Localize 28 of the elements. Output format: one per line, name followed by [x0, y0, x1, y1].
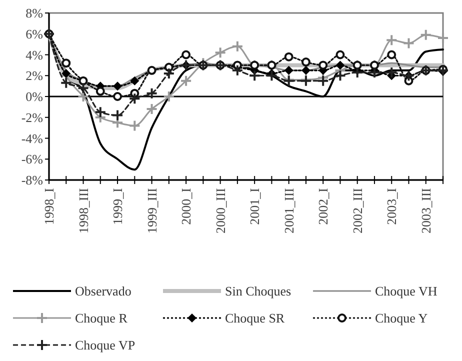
x-tick-label: 2001_III — [281, 188, 296, 234]
x-tick-label: 2003_III — [418, 188, 434, 234]
legend-label: Choque VP — [75, 338, 136, 353]
x-tick-label: 1999_I — [110, 188, 126, 225]
y-tick-label: -2% — [21, 110, 44, 125]
legend-label: Choque Y — [375, 310, 428, 326]
x-tick-label: 2000_III — [212, 188, 228, 234]
legend-label: Sin Choques — [225, 284, 292, 299]
y-tick-label: -8% — [21, 172, 44, 188]
y-tick-label: -6% — [21, 152, 44, 167]
x-tick-label: 2002_III — [350, 188, 365, 234]
y-tick-label: 6% — [26, 26, 44, 42]
x-tick-label: 2002_I — [316, 188, 331, 225]
legend-label: Choque SR — [225, 310, 285, 326]
legend-label: Choque VH — [375, 284, 438, 299]
legend-label: Choque R — [75, 310, 128, 326]
x-tick-label: 1998_I — [42, 188, 57, 225]
y-tick-label: -4% — [21, 130, 44, 146]
x-tick-label: 2000_I — [178, 188, 194, 225]
y-tick-label: 4% — [26, 47, 44, 62]
x-tick-label: 1998_III — [76, 188, 91, 234]
legend-label: Observado — [75, 284, 132, 299]
x-tick-label: 2003_I — [384, 188, 400, 225]
y-tick-label: 0% — [26, 89, 44, 104]
x-tick-label: 1999_III — [144, 188, 160, 234]
x-tick-label: 2001_I — [247, 188, 262, 225]
y-tick-label: 2% — [26, 68, 44, 84]
y-tick-label: 8% — [26, 6, 44, 21]
